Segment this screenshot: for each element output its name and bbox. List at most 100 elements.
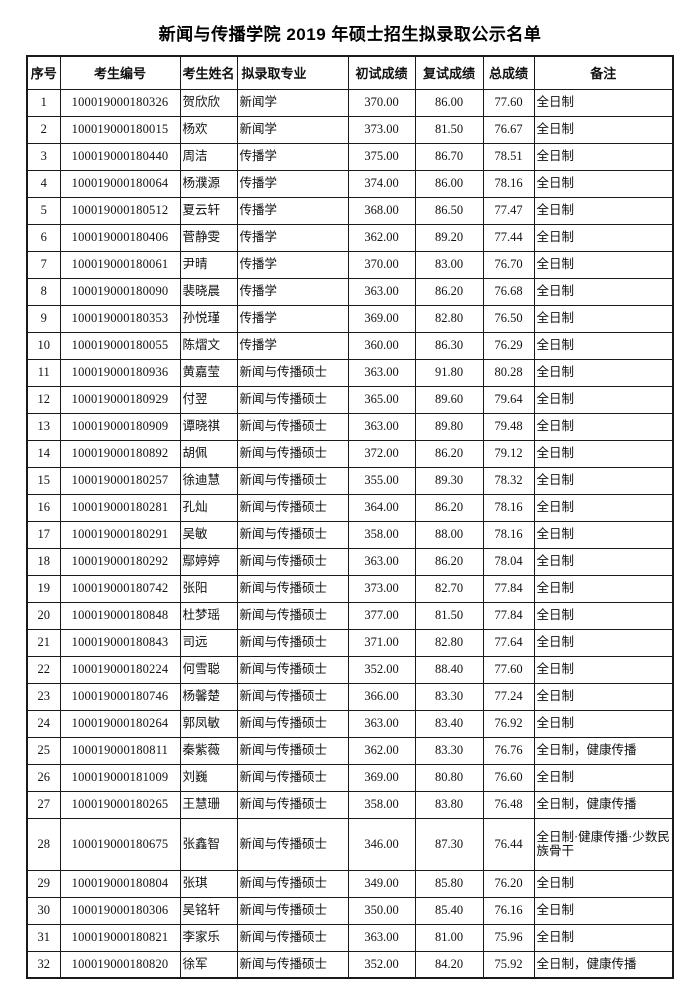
cell-initial-score: 370.00: [347, 88, 416, 117]
cell-initial-score: 363.00: [347, 412, 416, 441]
cell-serial-number: 3: [26, 142, 61, 171]
cell-initial-score: 363.00: [347, 358, 416, 387]
cell-retest-score: 86.20: [414, 493, 484, 522]
cell-retest-score: 83.00: [414, 250, 484, 279]
cell-major: 新闻与传播硕士: [236, 574, 349, 603]
cell-retest-score: 82.80: [414, 304, 484, 333]
cell-remark: 全日制: [533, 250, 674, 279]
cell-candidate-name: 孔灿: [179, 493, 238, 522]
cell-remark: 全日制: [533, 88, 674, 117]
cell-initial-score: 363.00: [347, 709, 416, 738]
cell-retest-score: 80.80: [414, 763, 484, 792]
cell-candidate-name: 夏云轩: [179, 196, 238, 225]
cell-remark: 全日制: [533, 655, 674, 684]
cell-initial-score: 352.00: [347, 655, 416, 684]
cell-serial-number: 11: [26, 358, 61, 387]
cell-total-score: 76.76: [482, 736, 535, 765]
cell-total-score: 77.64: [482, 628, 535, 657]
cell-major: 新闻与传播硕士: [236, 601, 349, 630]
table-row: 1 100019000180326 贺欣欣 新闻学 370.00 86.00 77.60 全日…: [26, 88, 674, 117]
cell-major: 新闻与传播硕士: [236, 628, 349, 657]
cell-remark: 全日制: [533, 869, 674, 898]
cell-candidate-id: 100019000180064: [59, 169, 181, 198]
cell-retest-score: 83.30: [414, 682, 484, 711]
cell-total-score: 77.84: [482, 601, 535, 630]
cell-major: 新闻学: [236, 88, 349, 117]
cell-candidate-name: 周洁: [179, 142, 238, 171]
cell-retest-score: 85.40: [414, 896, 484, 925]
cell-candidate-name: 杨馨楚: [179, 682, 238, 711]
cell-major: 传播学: [236, 169, 349, 198]
cell-initial-score: 369.00: [347, 763, 416, 792]
cell-serial-number: 20: [26, 601, 61, 630]
cell-remark: 全日制: [533, 331, 674, 360]
cell-remark: 全日制: [533, 304, 674, 333]
cell-candidate-name: 孙悦瑾: [179, 304, 238, 333]
cell-candidate-id: 100019000180811: [59, 736, 181, 765]
cell-remark: 全日制: [533, 763, 674, 792]
cell-major: 传播学: [236, 277, 349, 306]
cell-serial-number: 15: [26, 466, 61, 495]
cell-remark: 全日制: [533, 547, 674, 576]
column-header: 考生姓名: [179, 55, 238, 90]
cell-total-score: 77.24: [482, 682, 535, 711]
cell-remark: 全日制: [533, 520, 674, 549]
cell-serial-number: 17: [26, 520, 61, 549]
cell-initial-score: 366.00: [347, 682, 416, 711]
table-row: 25 100019000180811 秦紫薇 新闻与传播硕士 362.00 83.30 76…: [26, 736, 674, 765]
cell-candidate-name: 何雪聪: [179, 655, 238, 684]
cell-serial-number: 31: [26, 923, 61, 952]
cell-major: 新闻与传播硕士: [236, 358, 349, 387]
cell-remark: 全日制: [533, 682, 674, 711]
cell-total-score: 78.32: [482, 466, 535, 495]
cell-remark: 全日制·健康传播·少数民族骨干: [533, 817, 674, 871]
cell-retest-score: 86.20: [414, 439, 484, 468]
cell-initial-score: 368.00: [347, 196, 416, 225]
cell-candidate-name: 杜梦瑶: [179, 601, 238, 630]
cell-total-score: 76.70: [482, 250, 535, 279]
cell-major: 新闻与传播硕士: [236, 763, 349, 792]
cell-major: 新闻与传播硕士: [236, 736, 349, 765]
cell-serial-number: 28: [26, 817, 61, 871]
cell-total-score: 77.60: [482, 655, 535, 684]
cell-major: 传播学: [236, 142, 349, 171]
cell-serial-number: 22: [26, 655, 61, 684]
cell-serial-number: 19: [26, 574, 61, 603]
cell-retest-score: 89.80: [414, 412, 484, 441]
cell-initial-score: 375.00: [347, 142, 416, 171]
table-row: 22 100019000180224 何雪聪 新闻与传播硕士 352.00 88.40 77…: [26, 655, 674, 684]
cell-retest-score: 85.80: [414, 869, 484, 898]
cell-major: 新闻与传播硕士: [236, 439, 349, 468]
column-header: 备注: [533, 55, 674, 90]
cell-remark: 全日制: [533, 601, 674, 630]
cell-remark: 全日制: [533, 709, 674, 738]
table-row: 2 100019000180015 杨欢 新闻学 373.00 81.50 76.67 全日制: [26, 115, 674, 144]
cell-total-score: 76.16: [482, 896, 535, 925]
cell-total-score: 75.96: [482, 923, 535, 952]
cell-serial-number: 6: [26, 223, 61, 252]
table-row: 17 100019000180291 吴敏 新闻与传播硕士 358.00 88.00 78.…: [26, 520, 674, 549]
cell-initial-score: 364.00: [347, 493, 416, 522]
table-row: 19 100019000180742 张阳 新闻与传播硕士 373.00 82.70 77.…: [26, 574, 674, 603]
cell-remark: 全日制: [533, 277, 674, 306]
cell-candidate-id: 100019000180055: [59, 331, 181, 360]
cell-candidate-id: 100019000180742: [59, 574, 181, 603]
cell-candidate-id: 100019000180936: [59, 358, 181, 387]
cell-candidate-name: 张阳: [179, 574, 238, 603]
cell-serial-number: 7: [26, 250, 61, 279]
cell-major: 新闻与传播硕士: [236, 896, 349, 925]
cell-remark: 全日制: [533, 923, 674, 952]
cell-total-score: 76.68: [482, 277, 535, 306]
cell-retest-score: 87.30: [414, 817, 484, 871]
cell-total-score: 76.92: [482, 709, 535, 738]
cell-major: 新闻与传播硕士: [236, 520, 349, 549]
cell-major: 新闻与传播硕士: [236, 817, 349, 871]
table-row: 15 100019000180257 徐迪慧 新闻与传播硕士 355.00 89.30 78…: [26, 466, 674, 495]
column-header: 拟录取专业: [236, 55, 349, 90]
cell-serial-number: 26: [26, 763, 61, 792]
cell-serial-number: 4: [26, 169, 61, 198]
cell-total-score: 77.60: [482, 88, 535, 117]
cell-total-score: 78.16: [482, 520, 535, 549]
table-row: 18 100019000180292 鄢婷婷 新闻与传播硕士 363.00 86.20 78…: [26, 547, 674, 576]
cell-candidate-name: 吴铭轩: [179, 896, 238, 925]
